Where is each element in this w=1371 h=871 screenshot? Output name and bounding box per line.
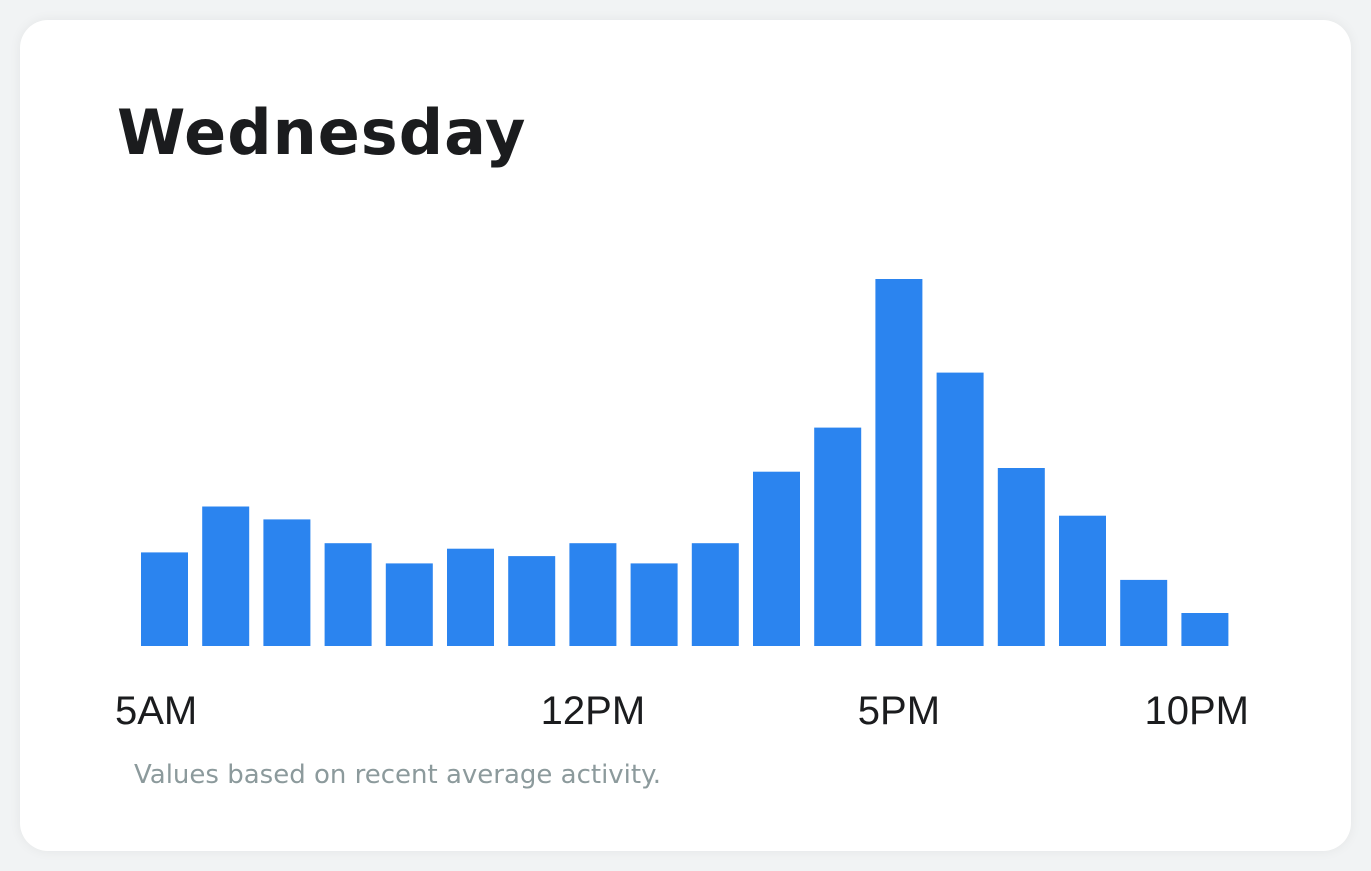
bar-10pm[interactable] <box>1181 613 1229 646</box>
bar-7am[interactable] <box>263 519 311 646</box>
bar-1pm[interactable] <box>630 563 678 646</box>
tick-label-10pm: 10PM <box>1145 689 1250 733</box>
chart-title: Wednesday <box>117 96 527 169</box>
bar-11am[interactable] <box>508 556 556 646</box>
popular-times-card: Wednesday 5AM 12PM 5PM 10PM Values based on… <box>20 20 1351 851</box>
bar-9am[interactable] <box>385 563 433 646</box>
bar-2pm[interactable] <box>691 543 739 646</box>
bar-3pm[interactable] <box>753 471 800 646</box>
bar-5am[interactable] <box>141 552 188 646</box>
bar-4pm[interactable] <box>814 427 862 646</box>
tick-label-5pm: 5PM <box>858 689 940 733</box>
bar-5pm[interactable] <box>875 279 923 646</box>
bars-group <box>141 279 1229 647</box>
tick-label-12pm: 12PM <box>541 689 646 733</box>
bar-6pm[interactable] <box>936 372 984 646</box>
bar-6am[interactable] <box>202 506 250 647</box>
bar-10am[interactable] <box>447 548 494 646</box>
bar-9pm[interactable] <box>1120 579 1168 646</box>
tick-label-5am: 5AM <box>115 689 197 733</box>
bar-8pm[interactable] <box>1059 515 1106 646</box>
bar-12pm[interactable] <box>569 543 617 646</box>
footnote: Values based on recent average activity. <box>134 760 662 790</box>
bar-8am[interactable] <box>324 543 372 646</box>
bar-7pm[interactable] <box>997 468 1045 646</box>
bar-chart: 5AM 12PM 5PM 10PM <box>115 279 1249 733</box>
x-axis-ticks: 5AM 12PM 5PM 10PM <box>115 689 1249 733</box>
